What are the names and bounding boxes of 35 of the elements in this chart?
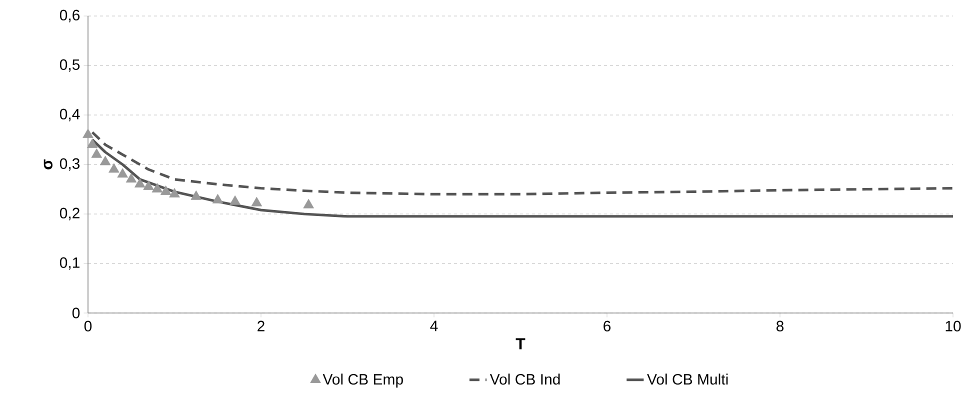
legend-label: Vol CB Multi <box>647 374 728 385</box>
y-tick-label: 0,2 <box>60 208 80 220</box>
point <box>91 148 102 158</box>
point <box>134 178 146 188</box>
point <box>251 196 262 206</box>
point <box>169 188 180 198</box>
point <box>108 163 120 173</box>
point <box>212 194 224 204</box>
point <box>86 138 98 148</box>
point <box>152 183 163 192</box>
y-tick-label: 0 <box>72 308 80 318</box>
point <box>82 128 94 138</box>
y-tick-label: 0,6 <box>60 10 80 22</box>
x-tick-label: 10 <box>946 320 961 332</box>
x-tick-label: 4 <box>430 320 438 332</box>
legend-label: Vol CB Emp <box>322 374 403 388</box>
point <box>303 198 314 208</box>
point <box>100 156 111 166</box>
legend-label: Vol CB Ind <box>490 374 560 385</box>
x-tick-label: 6 <box>604 320 611 332</box>
y-tick-label: 0,3 <box>60 158 80 171</box>
y-tick-label: 0,1 <box>60 257 80 270</box>
y-tick-label: 0,4 <box>60 108 80 122</box>
y-tick-label: 0,5 <box>60 59 80 72</box>
x-tick-label: 8 <box>776 320 784 332</box>
point <box>160 186 172 195</box>
x-axis-title: T <box>516 338 526 350</box>
point <box>143 180 154 190</box>
y-axis-title: σ <box>44 159 52 170</box>
point <box>190 190 202 200</box>
point <box>117 168 128 178</box>
x-tick-label: 2 <box>258 320 264 332</box>
x-tick-label: 0 <box>84 320 92 332</box>
point <box>126 173 137 183</box>
point <box>230 195 240 205</box>
